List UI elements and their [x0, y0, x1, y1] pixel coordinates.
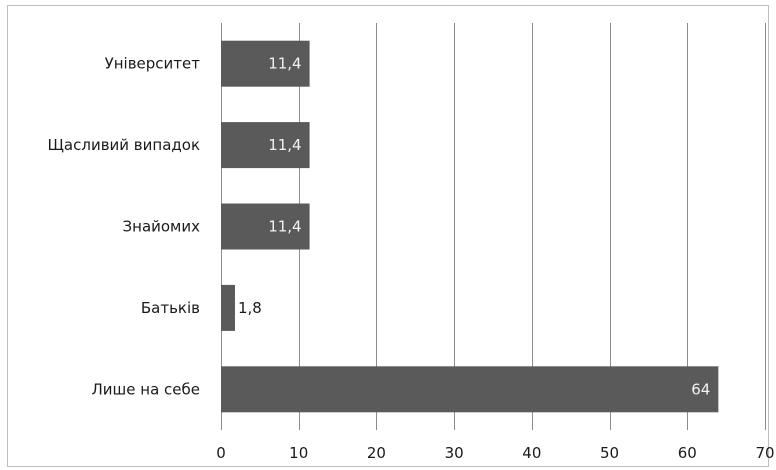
bar-3 [221, 203, 310, 250]
x-tick-label-30: 30 [445, 444, 464, 462]
x-tick-label-10: 10 [289, 444, 308, 462]
x-tick-label-40: 40 [522, 444, 541, 462]
category-label-3: Знайомих [123, 218, 201, 236]
x-tick-label-60: 60 [678, 444, 697, 462]
category-label-1: Університет [105, 55, 201, 73]
x-tick-label-70: 70 [755, 444, 774, 462]
x-tick-label-20: 20 [367, 444, 386, 462]
bar-4 [221, 284, 235, 331]
category-label-5: Лише на себе [92, 380, 200, 398]
x-tick-label-50: 50 [600, 444, 619, 462]
data-label-3: 11,4 [268, 218, 301, 236]
data-label-4: 1,8 [238, 299, 262, 317]
x-tick-label-0: 0 [216, 444, 226, 462]
category-label-4: Батьків [141, 299, 200, 317]
data-label-5: 64 [691, 380, 710, 398]
data-label-2: 11,4 [268, 136, 301, 154]
bar-1 [221, 40, 310, 87]
data-label-1: 11,4 [268, 55, 301, 73]
bar-5 [221, 366, 719, 413]
bar-2 [221, 122, 310, 169]
category-label-2: Щасливий випадок [48, 136, 200, 154]
